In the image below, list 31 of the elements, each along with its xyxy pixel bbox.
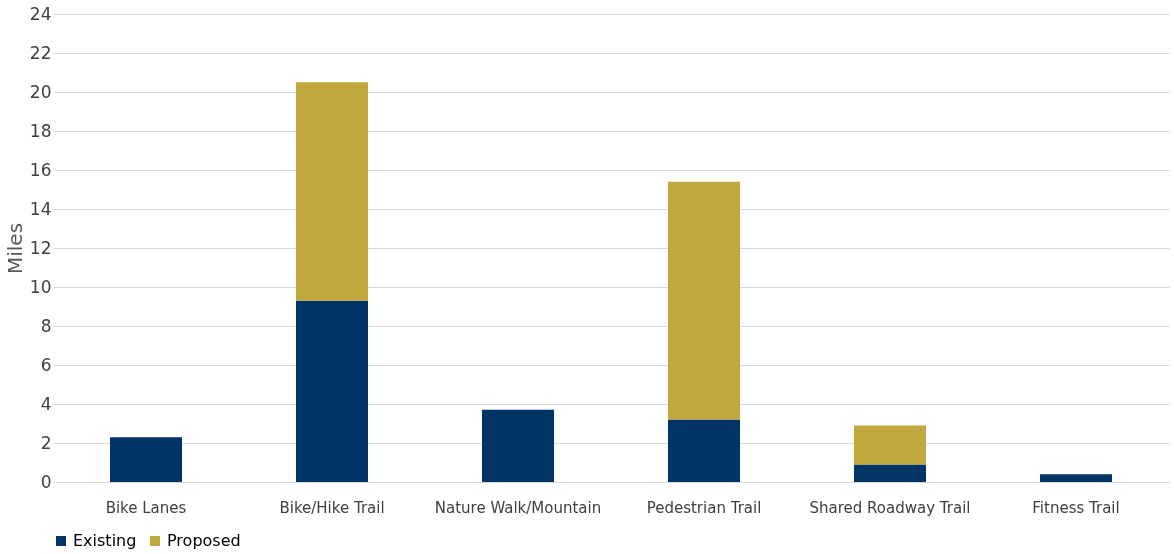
y-tick-label: 2: [40, 432, 52, 453]
bar: [296, 300, 368, 482]
y-tick-label: 4: [40, 393, 52, 414]
y-tick-label: 22: [29, 42, 52, 63]
x-tick-label: Pedestrian Trail: [646, 498, 762, 517]
bar: [668, 181, 740, 420]
bar: [110, 437, 182, 482]
y-tick-label: 0: [40, 471, 52, 492]
bar: [1040, 474, 1112, 482]
bar: [296, 82, 368, 301]
y-tick-label: 18: [29, 120, 52, 141]
legend-label: Proposed: [167, 531, 241, 550]
y-tick-label: 12: [29, 237, 52, 258]
y-tick-label: 14: [29, 198, 52, 219]
bar: [668, 419, 740, 482]
bar: [482, 409, 554, 482]
y-tick-label: 6: [40, 354, 52, 375]
y-tick-label: 16: [29, 159, 52, 180]
bar: [854, 464, 926, 482]
x-tick-label: Nature Walk/Mountain: [434, 498, 602, 517]
y-tick-label: 8: [40, 315, 52, 336]
y-tick-label: 10: [29, 276, 52, 297]
legend-label: Existing: [73, 531, 137, 550]
y-axis-title: Miles: [2, 222, 27, 275]
bar: [854, 425, 926, 465]
x-tick-label: Fitness Trail: [1032, 498, 1120, 517]
x-tick-label: Bike/Hike Trail: [279, 498, 385, 517]
x-tick-label: Bike Lanes: [105, 498, 187, 517]
y-tick-label: 20: [29, 81, 52, 102]
x-tick-label: Shared Roadway Trail: [809, 498, 971, 517]
y-tick-label: 24: [29, 3, 52, 24]
